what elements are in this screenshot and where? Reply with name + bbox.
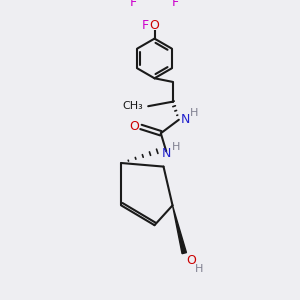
Text: H: H bbox=[194, 264, 203, 274]
Text: O: O bbox=[187, 254, 196, 267]
Text: N: N bbox=[162, 148, 171, 160]
Text: O: O bbox=[150, 19, 159, 32]
Text: O: O bbox=[129, 120, 139, 134]
Text: F: F bbox=[172, 0, 179, 9]
Text: CH₃: CH₃ bbox=[122, 101, 143, 111]
Text: H: H bbox=[172, 142, 180, 152]
Text: F: F bbox=[130, 0, 137, 9]
Text: H: H bbox=[190, 107, 198, 118]
Polygon shape bbox=[172, 206, 186, 254]
Text: F: F bbox=[142, 20, 149, 32]
Text: N: N bbox=[181, 113, 190, 126]
